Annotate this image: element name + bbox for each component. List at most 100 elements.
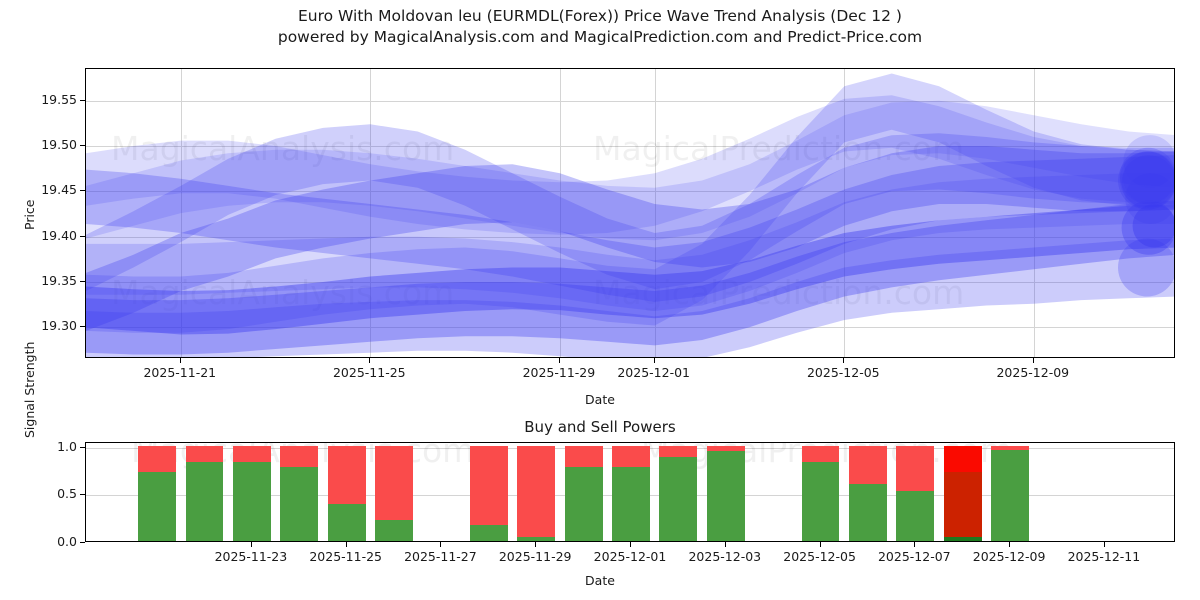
- price-wave-chart: MagicalAnalysis.com MagicalPrediction.com…: [85, 68, 1175, 358]
- price-gridline-h: [86, 191, 1174, 193]
- signal-bar: [564, 443, 603, 541]
- sell-segment: [801, 445, 840, 462]
- bars-x-tick-label: 2025-12-11: [1067, 549, 1141, 564]
- buy-segment: [469, 524, 508, 541]
- bars-x-tick-mark: [724, 542, 726, 547]
- sell-segment: [375, 445, 413, 520]
- signal-bar: [659, 443, 698, 541]
- price-x-tick-label: 2025-12-05: [806, 365, 880, 380]
- price-x-tick-mark: [843, 358, 845, 363]
- sell-segment: [659, 445, 698, 458]
- signal-bar: [849, 443, 887, 541]
- sell-segment: [469, 445, 508, 525]
- bars-x-tick-mark: [914, 542, 916, 547]
- signal-bar: [280, 443, 319, 541]
- price-gridline-v: [180, 69, 182, 357]
- buy-segment: [801, 462, 840, 541]
- wave-band-10: [86, 95, 1174, 235]
- sell-segment: [564, 445, 603, 467]
- price-gridline-h: [86, 146, 1174, 147]
- buy-segment: [564, 466, 603, 541]
- signal-bar: [469, 443, 508, 541]
- buy-segment: [612, 466, 650, 541]
- bars-y-tick-label: 0.0: [57, 534, 77, 549]
- price-y-tick-label: 19.50: [41, 137, 77, 152]
- signal-bar: [232, 443, 271, 541]
- price-x-tick-mark: [179, 358, 181, 363]
- bars-x-tick-label: 2025-12-07: [877, 549, 951, 564]
- wave-band-8: [86, 100, 1174, 241]
- signal-bar: [612, 443, 650, 541]
- price-y-tick-mark: [80, 281, 85, 282]
- price-y-tick-mark: [80, 235, 85, 237]
- signal-bar: [896, 443, 935, 541]
- bars-x-tick-mark: [630, 542, 631, 547]
- signal-bar: [801, 443, 840, 541]
- bars-x-tick-mark: [819, 542, 821, 547]
- signal-bar: [327, 443, 366, 541]
- price-x-tick-label: 2025-12-01: [617, 365, 691, 380]
- wave-band-5: [86, 155, 1174, 302]
- sell-segment-dark: [943, 471, 982, 538]
- price-y-tick-label: 19.40: [41, 227, 77, 243]
- buy-segment: [517, 537, 556, 541]
- wave-band-7: [86, 73, 1174, 333]
- sell-segment: [517, 445, 556, 538]
- price-gridline-h: [86, 282, 1174, 283]
- bars-x-tick-mark: [535, 542, 537, 547]
- signal-bar: [991, 443, 1030, 541]
- price-gridline-v: [654, 69, 656, 357]
- signal-bar: [138, 443, 176, 541]
- price-x-tick-mark: [369, 358, 371, 363]
- sell-segment: [280, 445, 319, 467]
- wave-band-3: [86, 238, 1174, 357]
- bars-y-tick-mark: [80, 494, 85, 496]
- price-y-tick-mark: [80, 326, 85, 328]
- bars-y-tick-mark: [80, 542, 85, 543]
- price-y-tick-label: 19.55: [41, 91, 77, 107]
- buy-segment: [991, 449, 1030, 541]
- signal-bar: [943, 443, 982, 541]
- sell-segment: [706, 445, 745, 451]
- bars-y-tick-label: 1.0: [57, 438, 77, 454]
- bars-x-tick-label: 2025-12-09: [972, 549, 1046, 564]
- signal-bar: [706, 443, 745, 541]
- buy-segment: [896, 490, 935, 541]
- price-y-tick-label: 19.45: [41, 182, 77, 198]
- bars-x-tick-mark: [345, 542, 347, 547]
- price-x-tick-mark: [653, 358, 655, 363]
- bars-x-tick-label: 2025-12-05: [783, 549, 856, 564]
- bars-x-tick-label: 2025-11-25: [309, 549, 383, 564]
- buy-sell-y-axis-title: Signal Strength: [22, 341, 37, 438]
- sell-segment: [232, 445, 271, 462]
- bars-x-tick-label: 2025-12-03: [688, 549, 762, 564]
- sell-segment: [185, 445, 224, 462]
- price-y-tick-mark: [80, 190, 85, 192]
- buy-segment: [185, 462, 224, 541]
- buy-sell-x-axis-title: Date: [585, 573, 615, 588]
- buy-segment: [327, 503, 366, 541]
- price-gridline-v: [370, 69, 372, 357]
- wave-band-4: [86, 146, 1174, 331]
- bars-x-tick-mark: [250, 542, 252, 547]
- bars-x-tick-label: 2025-11-29: [498, 549, 572, 564]
- sell-segment: [138, 445, 176, 473]
- sell-segment-bright: [943, 445, 982, 472]
- bars-x-tick-mark: [1103, 542, 1105, 547]
- buy-segment: [280, 466, 319, 541]
- price-gridline-h: [86, 236, 1174, 238]
- wave-band-6: [86, 124, 1174, 291]
- price-y-tick-mark: [80, 145, 85, 146]
- page-title: Euro With Moldovan leu (EURMDL(Forex)) P…: [0, 6, 1200, 48]
- buy-sell-title: Buy and Sell Powers: [524, 418, 676, 436]
- price-y-axis-title: Price: [22, 199, 37, 231]
- sell-segment: [991, 445, 1030, 450]
- wave-bands: [86, 69, 1174, 357]
- price-gridline-v: [1033, 69, 1035, 357]
- wave-band-9: [86, 173, 1174, 311]
- signal-bar: [375, 443, 413, 541]
- price-x-tick-mark: [558, 358, 560, 363]
- wave-band-1: [86, 204, 1174, 335]
- buy-segment: [138, 472, 176, 541]
